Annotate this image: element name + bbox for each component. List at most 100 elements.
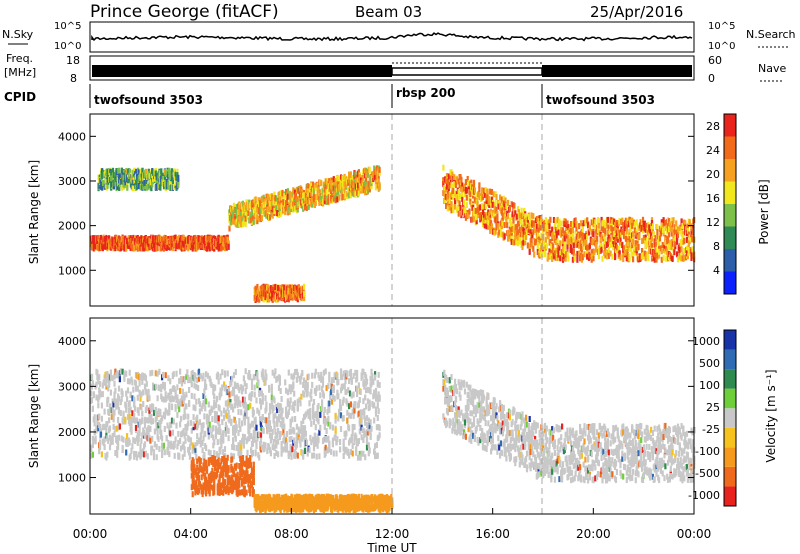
heatmap-cell bbox=[374, 180, 378, 187]
heatmap-cell bbox=[601, 220, 604, 227]
heatmap-cell bbox=[306, 390, 309, 397]
heatmap-cell bbox=[232, 453, 236, 460]
heatmap-cell bbox=[186, 424, 189, 431]
heatmap-cell bbox=[165, 435, 168, 442]
heatmap-cell bbox=[264, 201, 267, 208]
heatmap-cell bbox=[138, 389, 141, 396]
heatmap-cell bbox=[219, 448, 222, 455]
heatmap-cell bbox=[508, 205, 511, 212]
heatmap-cell bbox=[513, 202, 516, 209]
heatmap-cell bbox=[680, 218, 683, 225]
heatmap-cell bbox=[108, 434, 112, 441]
heatmap-cell bbox=[103, 436, 106, 443]
heatmap-cell bbox=[287, 409, 290, 416]
heatmap-cell bbox=[609, 250, 612, 257]
heatmap-cell bbox=[670, 244, 673, 251]
heatmap-cell bbox=[265, 401, 268, 408]
heatmap-cell bbox=[347, 186, 350, 193]
heatmap-cell bbox=[667, 231, 671, 238]
heatmap-cell bbox=[351, 187, 354, 194]
heatmap-cell bbox=[606, 241, 609, 248]
heatmap-cell bbox=[563, 230, 566, 237]
heatmap-cell bbox=[658, 241, 661, 248]
heatmap-cell bbox=[554, 239, 557, 245]
heatmap-cell bbox=[304, 411, 307, 418]
heatmap-cell bbox=[178, 406, 181, 413]
heatmap-cell bbox=[108, 417, 111, 424]
heatmap-cell bbox=[240, 409, 243, 416]
heatmap-cell bbox=[173, 386, 176, 393]
heatmap-cell bbox=[570, 221, 573, 227]
heatmap-cell bbox=[164, 391, 167, 398]
heatmap-cell bbox=[680, 246, 683, 253]
heatmap-cell bbox=[446, 178, 449, 185]
heatmap-cell bbox=[119, 173, 122, 180]
heatmap-cell bbox=[348, 171, 351, 178]
heatmap-cell bbox=[302, 417, 305, 424]
heatmap-cell bbox=[194, 373, 197, 380]
heatmap-cell bbox=[294, 192, 298, 199]
heatmap-cell bbox=[221, 419, 224, 426]
heatmap-cell bbox=[241, 420, 244, 427]
heatmap-cell bbox=[230, 418, 233, 425]
heatmap-cell bbox=[146, 183, 149, 190]
heatmap-cell bbox=[673, 249, 676, 256]
heatmap-cell bbox=[116, 171, 119, 178]
heatmap-cell bbox=[120, 395, 123, 402]
heatmap-cell bbox=[107, 385, 110, 392]
heatmap-cell bbox=[682, 251, 685, 258]
heatmap-cell bbox=[121, 368, 124, 375]
heatmap-cell bbox=[272, 405, 275, 412]
heatmap-cell bbox=[268, 200, 272, 207]
heatmap-cell bbox=[127, 407, 130, 414]
heatmap-cell bbox=[153, 428, 156, 435]
heatmap-cell bbox=[280, 413, 283, 420]
colorbar-tick-label: 28 bbox=[706, 120, 720, 133]
heatmap-cell bbox=[628, 253, 631, 260]
nsky-tick-top-right: 10^5 bbox=[708, 21, 735, 32]
heatmap-cell bbox=[691, 246, 694, 253]
heatmap-cell bbox=[184, 437, 187, 444]
heatmap-cell bbox=[188, 387, 191, 393]
heatmap-cell bbox=[239, 425, 242, 432]
heatmap-cell bbox=[235, 394, 238, 401]
heatmap-cell bbox=[114, 243, 117, 250]
heatmap-cell bbox=[224, 384, 227, 391]
heatmap-cell bbox=[104, 371, 107, 378]
heatmap-cell bbox=[274, 195, 277, 202]
heatmap-cell bbox=[281, 423, 284, 430]
heatmap-cell bbox=[600, 246, 603, 253]
heatmap-cell bbox=[268, 403, 272, 410]
heatmap-cell bbox=[253, 431, 256, 438]
heatmap-cell bbox=[614, 235, 618, 242]
heatmap-cell bbox=[484, 213, 487, 220]
heatmap-cell bbox=[585, 220, 588, 227]
heatmap-cell bbox=[303, 295, 306, 302]
heatmap-cell bbox=[611, 253, 614, 260]
nave-tick-bottom: 0 bbox=[708, 72, 715, 85]
heatmap-cell bbox=[249, 402, 252, 409]
heatmap-cell bbox=[125, 390, 128, 397]
heatmap-cell bbox=[265, 405, 268, 412]
heatmap-cell bbox=[676, 256, 680, 263]
heatmap-cell bbox=[100, 451, 103, 458]
heatmap-cell bbox=[449, 179, 452, 186]
heatmap-cell bbox=[597, 253, 600, 260]
heatmap-cell bbox=[300, 420, 303, 427]
heatmap-cell bbox=[271, 212, 274, 219]
heatmap-cell bbox=[288, 428, 291, 435]
heatmap-cell bbox=[296, 405, 299, 412]
heatmap-cell bbox=[616, 227, 619, 234]
heatmap-cell bbox=[205, 384, 208, 390]
heatmap-cell bbox=[565, 232, 568, 239]
heatmap-cell bbox=[91, 451, 94, 458]
heatmap-cell bbox=[271, 428, 274, 435]
heatmap-cell bbox=[604, 228, 607, 235]
heatmap-cell bbox=[228, 417, 231, 424]
heatmap-cell bbox=[285, 387, 288, 394]
heatmap-cell bbox=[117, 372, 120, 379]
heatmap-cell bbox=[183, 407, 186, 414]
heatmap-cell bbox=[653, 254, 656, 261]
heatmap-cell bbox=[245, 202, 248, 208]
